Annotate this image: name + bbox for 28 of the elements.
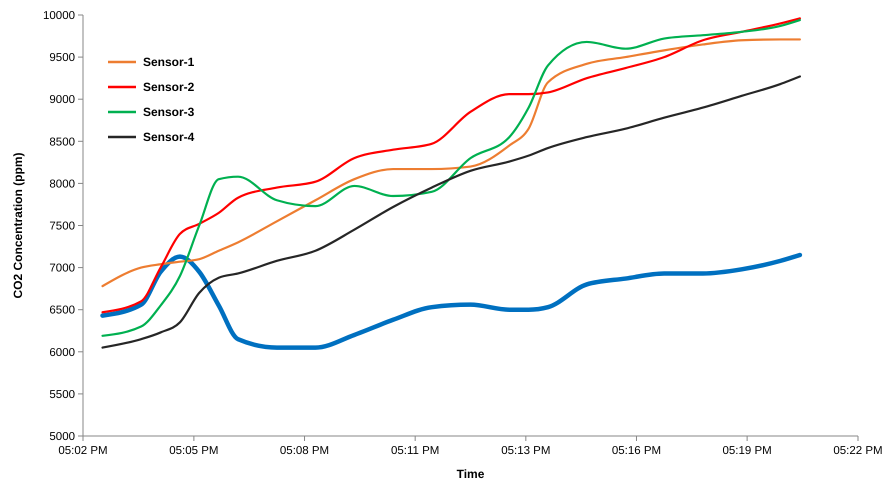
y-tick-label: 5000: [49, 431, 75, 444]
y-tick-label: 6000: [49, 346, 75, 359]
line-series: [101, 38, 801, 288]
x-tick-label: 05:05 PM: [169, 445, 218, 457]
y-tick-label: 9500: [49, 52, 75, 64]
line-series: [101, 75, 801, 349]
x-tick-label: 05:19 PM: [722, 445, 772, 457]
x-tick-label: 05:11 PM: [390, 445, 440, 457]
x-tick-label: 05:22 PM: [833, 445, 883, 457]
y-tick-label: 8500: [49, 136, 75, 148]
y-tick-label: 7000: [49, 262, 75, 275]
legend-label: Sensor-2: [143, 80, 195, 94]
legend-label: Sensor-3: [143, 105, 195, 120]
legend-label: Sensor-1: [143, 55, 195, 70]
x-axis-title: Time: [456, 467, 485, 481]
line-series: [100, 252, 802, 350]
y-tick-label: 10000: [43, 10, 75, 22]
x-tick-label: 05:13 PM: [501, 445, 550, 457]
y-tick-label: 8000: [49, 178, 75, 190]
x-tick-label: 05:16 PM: [612, 445, 662, 457]
y-axis-title: CO2 Concentration (ppm): [11, 152, 25, 298]
y-tick-label: 6500: [49, 304, 75, 317]
legend-label: Sensor-4: [143, 130, 195, 144]
x-tick-label: 05:08 PM: [280, 445, 330, 457]
y-tick-label: 5500: [49, 388, 75, 401]
y-tick-label: 7500: [49, 220, 75, 233]
y-tick-label: 9000: [49, 94, 75, 106]
x-tick-label: 05:02 PM: [58, 445, 108, 457]
